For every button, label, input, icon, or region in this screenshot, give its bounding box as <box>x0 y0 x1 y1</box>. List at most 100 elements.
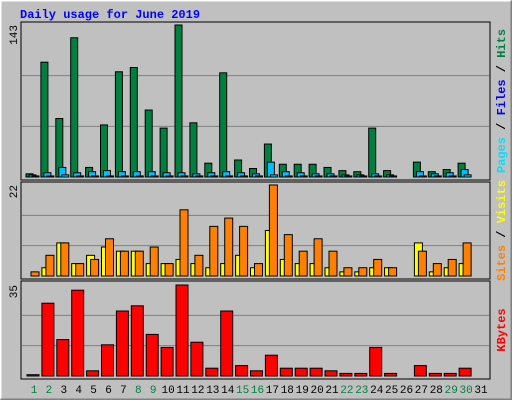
bar <box>159 127 168 178</box>
bar <box>179 209 189 277</box>
bar <box>135 175 144 178</box>
bar <box>40 61 49 178</box>
bar <box>343 267 353 277</box>
bar <box>309 367 323 377</box>
bar <box>30 271 40 277</box>
x-tick-label: 4 <box>75 385 82 397</box>
x-tick-label: 7 <box>120 385 127 397</box>
bar <box>101 344 114 377</box>
bar <box>239 225 249 277</box>
bar <box>443 372 457 377</box>
bar <box>86 370 100 377</box>
legend: KBytes <box>495 308 509 351</box>
bar <box>339 372 353 377</box>
bar <box>298 250 308 277</box>
bar <box>413 365 427 377</box>
bar <box>389 175 398 178</box>
bar <box>264 354 278 377</box>
legend-entry: KBytes <box>495 308 509 351</box>
legend-separator: / <box>495 58 509 80</box>
x-tick-label: 2 <box>46 385 53 397</box>
x-tick-label: 24 <box>370 385 384 397</box>
bar <box>294 367 308 377</box>
bar <box>314 175 323 178</box>
bar <box>100 124 108 178</box>
x-tick-label: 18 <box>281 385 294 397</box>
x-tick-label: 25 <box>385 385 398 397</box>
bar <box>254 263 263 277</box>
x-tick-label: 10 <box>161 385 174 397</box>
bar <box>299 175 308 178</box>
bar <box>388 267 398 277</box>
bar <box>359 175 368 178</box>
bar <box>448 175 457 178</box>
legend-entry: Files <box>495 79 509 115</box>
bar <box>447 258 457 277</box>
x-tick-label: 12 <box>191 385 204 397</box>
bar <box>329 175 338 178</box>
bar <box>384 372 398 377</box>
bar <box>433 175 442 178</box>
bar <box>463 174 472 178</box>
panel <box>20 181 491 280</box>
bar <box>374 175 383 178</box>
bar <box>462 242 472 277</box>
bar <box>458 367 472 377</box>
bar <box>225 175 234 178</box>
x-tick-label: 16 <box>251 385 264 397</box>
bar <box>324 370 338 377</box>
bar <box>75 263 85 277</box>
bar <box>418 175 427 178</box>
bar <box>417 250 427 277</box>
bar <box>76 175 85 178</box>
bar <box>205 367 219 377</box>
x-tick-label: 6 <box>105 385 112 397</box>
x-tick-label: 29 <box>445 385 458 397</box>
bar <box>283 234 293 277</box>
bar <box>134 250 144 277</box>
bar <box>368 127 377 178</box>
bar <box>268 184 278 277</box>
bar <box>26 374 40 377</box>
bar <box>31 175 40 178</box>
bar <box>224 217 234 277</box>
bar <box>70 37 79 178</box>
bar <box>129 67 138 178</box>
bar <box>119 250 129 277</box>
panel <box>20 21 491 181</box>
x-tick-label: 31 <box>474 385 488 397</box>
x-tick-label: 22 <box>340 385 353 397</box>
bar <box>91 175 100 178</box>
legend-separator: / <box>495 115 509 137</box>
bar <box>45 254 55 277</box>
bar <box>210 175 219 178</box>
bar <box>165 175 174 178</box>
bar <box>255 175 263 178</box>
x-tick-label: 5 <box>90 385 97 397</box>
bar <box>149 246 159 277</box>
bar <box>144 109 153 178</box>
x-tick-label: 9 <box>150 385 157 397</box>
bar <box>61 174 70 178</box>
legend-entry: Sites <box>495 245 509 281</box>
bar <box>180 175 189 178</box>
bar <box>240 175 249 178</box>
bar <box>284 175 293 178</box>
bar <box>106 175 114 178</box>
bar <box>90 258 100 277</box>
bar <box>120 175 129 178</box>
bar <box>269 174 278 178</box>
x-tick-label: 15 <box>236 385 249 397</box>
chart-title: Daily usage for June 2019 <box>20 8 200 22</box>
legend-separator: / <box>495 223 509 245</box>
bar <box>160 346 174 377</box>
legend-entry: Hits <box>495 29 509 58</box>
bar <box>358 267 368 277</box>
legend-entry: Visits <box>495 180 509 223</box>
bar <box>60 242 70 277</box>
x-tick-label: 26 <box>400 385 413 397</box>
x-tick-label: 8 <box>135 385 142 397</box>
bar <box>145 333 159 377</box>
